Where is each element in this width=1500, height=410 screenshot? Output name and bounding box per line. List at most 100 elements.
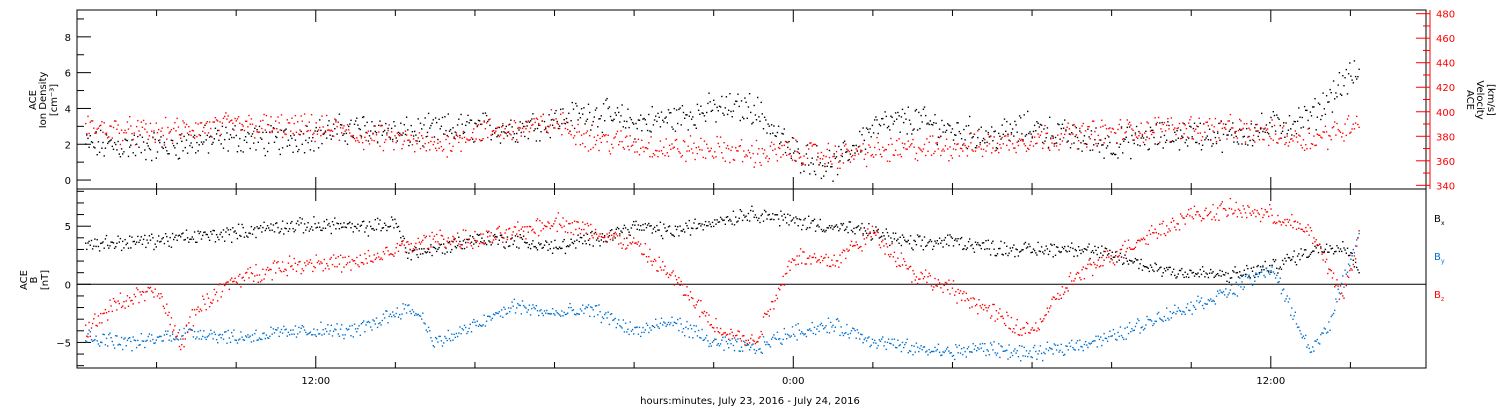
by-point bbox=[378, 323, 380, 325]
density-point bbox=[942, 131, 944, 133]
bx-point bbox=[863, 227, 865, 229]
velocity-point bbox=[526, 121, 528, 123]
density-point bbox=[189, 144, 191, 147]
bz-point bbox=[545, 225, 547, 228]
by-point bbox=[250, 341, 253, 343]
by-point bbox=[512, 305, 514, 307]
velocity-point bbox=[891, 143, 893, 145]
velocity-point bbox=[1341, 136, 1343, 138]
velocity-point bbox=[382, 149, 385, 152]
density-point bbox=[682, 111, 685, 114]
bx-point bbox=[459, 240, 461, 243]
bx-point bbox=[853, 227, 855, 230]
density-point bbox=[857, 146, 860, 148]
density-point bbox=[513, 133, 516, 135]
by-point bbox=[630, 330, 633, 332]
density-point bbox=[102, 141, 104, 144]
velocity-point bbox=[592, 146, 594, 149]
velocity-point bbox=[237, 116, 240, 118]
velocity-point bbox=[445, 138, 447, 141]
velocity-point bbox=[381, 124, 383, 127]
bx-point bbox=[124, 238, 126, 241]
bz-point bbox=[411, 251, 414, 253]
velocity-point bbox=[817, 152, 819, 154]
by-point bbox=[926, 350, 928, 352]
velocity-point bbox=[122, 139, 124, 142]
bx-point bbox=[992, 240, 994, 242]
by-point bbox=[366, 321, 368, 323]
by-point bbox=[860, 333, 862, 335]
velocity-point bbox=[770, 141, 773, 144]
bx-point bbox=[97, 245, 100, 248]
velocity-point bbox=[757, 153, 759, 155]
by-point bbox=[1002, 350, 1004, 352]
by-point bbox=[1300, 333, 1302, 335]
density-point bbox=[1077, 148, 1080, 150]
by-point bbox=[1140, 327, 1142, 329]
density-point bbox=[465, 124, 467, 127]
velocity-point bbox=[684, 141, 686, 143]
by-point bbox=[280, 328, 283, 331]
bz-point bbox=[532, 228, 534, 230]
velocity-point bbox=[1113, 132, 1116, 134]
by-point bbox=[1323, 327, 1325, 329]
by-point bbox=[313, 328, 315, 330]
bz-point bbox=[436, 233, 438, 236]
bx-point bbox=[1322, 251, 1324, 254]
by-point bbox=[379, 322, 381, 324]
velocity-point bbox=[609, 153, 612, 155]
bx-point bbox=[167, 240, 169, 242]
by-point bbox=[1229, 289, 1232, 291]
bx-point bbox=[214, 241, 217, 243]
density-point bbox=[699, 113, 701, 115]
by-point bbox=[1336, 301, 1338, 303]
by-point bbox=[364, 331, 366, 333]
bz-point bbox=[212, 299, 214, 301]
by-point bbox=[628, 333, 630, 336]
velocity-point bbox=[248, 114, 250, 117]
velocity-point bbox=[782, 153, 784, 156]
bz-point bbox=[278, 267, 280, 269]
density-ylabel-line3: [cm⁻³] bbox=[49, 84, 60, 116]
by-point bbox=[1115, 338, 1117, 341]
by-point bbox=[1069, 345, 1072, 348]
density-point bbox=[733, 103, 736, 105]
by-point bbox=[1095, 335, 1097, 337]
bz-point bbox=[184, 338, 186, 340]
bx-point bbox=[138, 241, 140, 244]
velocity-point bbox=[350, 135, 352, 137]
density-point bbox=[543, 120, 546, 123]
bx-point bbox=[389, 225, 392, 227]
bx-point bbox=[1299, 258, 1301, 261]
velocity-point bbox=[170, 129, 173, 131]
by-point bbox=[562, 315, 564, 317]
by-point bbox=[1342, 275, 1344, 277]
velocity-point bbox=[330, 129, 332, 131]
bz-point bbox=[689, 291, 692, 293]
velocity-point bbox=[1171, 124, 1174, 126]
density-point bbox=[1279, 124, 1281, 127]
velocity-point bbox=[768, 157, 770, 160]
bz-point bbox=[472, 247, 474, 250]
density-point bbox=[96, 154, 98, 156]
bx-point bbox=[618, 228, 620, 230]
bx-point bbox=[306, 226, 308, 229]
velocity-point bbox=[522, 131, 525, 133]
bx-point bbox=[102, 241, 104, 243]
by-point bbox=[1072, 346, 1074, 349]
by-point bbox=[1305, 334, 1307, 337]
velocity-point bbox=[842, 162, 845, 164]
bx-point bbox=[177, 235, 180, 237]
velocity-point bbox=[273, 127, 276, 130]
velocity-point bbox=[921, 150, 923, 153]
bx-point bbox=[1094, 245, 1096, 248]
bz-point bbox=[606, 233, 608, 235]
bz-point bbox=[101, 322, 103, 324]
velocity-point bbox=[1240, 120, 1242, 122]
velocity-point bbox=[556, 122, 558, 124]
density-point bbox=[448, 130, 451, 132]
bz-point bbox=[538, 234, 540, 237]
velocity-point bbox=[934, 150, 936, 153]
bz-point bbox=[88, 321, 90, 324]
